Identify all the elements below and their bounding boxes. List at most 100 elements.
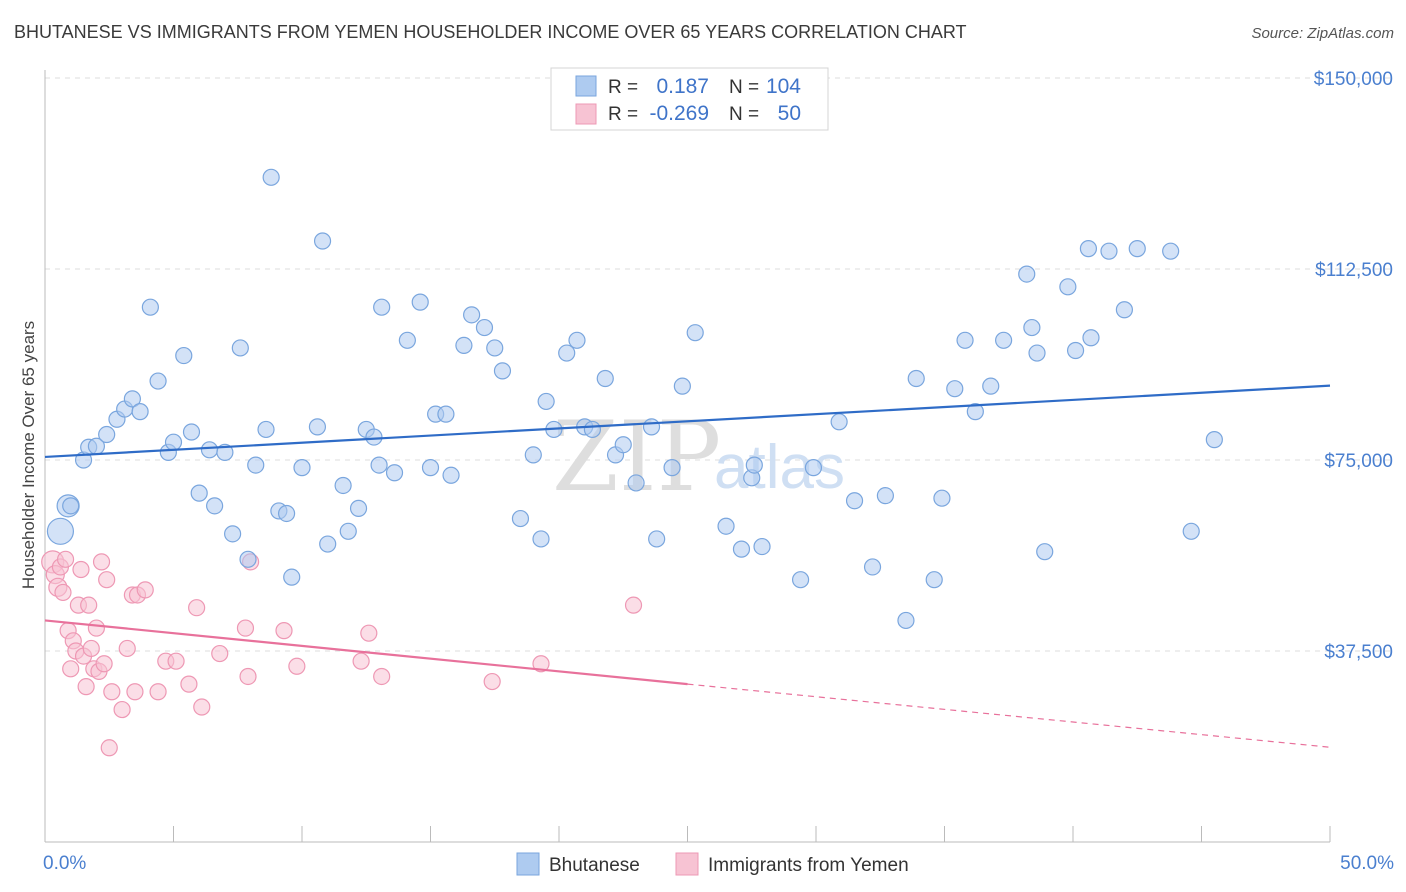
legend-swatch-bhutanese	[575, 75, 597, 97]
bhutanese-point-98	[1082, 329, 1100, 347]
yemen-point-42	[352, 652, 370, 670]
bhutanese-point-15	[175, 346, 193, 365]
yemen-point-17	[87, 619, 106, 637]
bhutanese-point-21	[224, 525, 242, 543]
bhutanese-point-6	[98, 425, 116, 444]
yemen-point-27	[126, 683, 144, 701]
yemen-point-43	[360, 624, 378, 642]
yemen-point-36	[211, 644, 229, 663]
yemen-point-40	[275, 622, 293, 640]
bhutanese-point-9	[123, 390, 141, 408]
bhutanese-point-96	[1066, 341, 1085, 360]
yemen-point-21	[98, 571, 116, 589]
yemen-point-4	[54, 583, 72, 602]
yemen-point-22	[100, 739, 118, 757]
yemen-point-25	[118, 639, 136, 658]
bhutanese-point-26	[262, 168, 280, 186]
bhutanese-point-12	[149, 372, 167, 390]
x-tick-label-min: 0.0%	[43, 853, 86, 874]
bhutanese-point-24	[247, 456, 265, 474]
trend-line-yemen	[44, 619, 688, 686]
legend-r-value-1: 0.187	[656, 75, 709, 98]
bhutanese-point-46	[437, 405, 455, 423]
y-tick-label-0: $37,500	[1324, 642, 1393, 663]
yemen-point-15	[82, 639, 100, 658]
yemen-point-13	[77, 678, 95, 696]
bhutanese-point-90	[995, 331, 1013, 349]
series-immigrants-from-yemen-points	[41, 550, 643, 757]
legend-r-label-1: R =	[608, 77, 638, 98]
bhutanese-point-82	[897, 611, 915, 630]
yemen-point-44	[373, 667, 391, 686]
bhutanese-point-70	[686, 324, 704, 342]
yemen-point-41	[288, 657, 306, 675]
series-bhutanese-points	[46, 168, 1223, 630]
bhutanese-point-31	[308, 418, 327, 436]
trend-line-bhutanese	[44, 384, 1331, 459]
bottom-legend-label-yemen: Immigrants from Yemen	[708, 855, 909, 876]
bhutanese-point-65	[627, 474, 645, 492]
bhutanese-point-69	[673, 377, 691, 395]
yemen-point-35	[193, 698, 211, 716]
legend-r-value-2: -0.269	[649, 102, 709, 125]
y-tick-label-3: $150,000	[1314, 69, 1393, 90]
bhutanese-point-78	[830, 413, 848, 431]
bhutanese-point-66	[642, 418, 661, 436]
bhutanese-point-22	[231, 339, 249, 357]
bhutanese-point-50	[475, 318, 494, 337]
bhutanese-point-86	[946, 380, 964, 398]
yemen-point-19	[92, 553, 111, 571]
legend-n-value-1: 104	[766, 75, 801, 98]
bhutanese-point-79	[845, 492, 864, 510]
bhutanese-point-99	[1100, 242, 1118, 260]
bhutanese-point-25	[257, 420, 275, 439]
x-tick-label-max: 50.0%	[1340, 853, 1394, 874]
yemen-point-23	[103, 683, 121, 701]
bhutanese-point-80	[863, 558, 882, 576]
bhutanese-point-36	[349, 499, 368, 517]
legend-n-label-1: N =	[729, 77, 759, 98]
bhutanese-point-38	[365, 428, 383, 446]
bhutanese-point-101	[1128, 240, 1146, 258]
bhutanese-point-16	[182, 423, 201, 441]
yemen-point-29	[136, 581, 154, 599]
bhutanese-point-102	[1162, 242, 1180, 260]
bhutanese-point-20	[216, 443, 234, 461]
bhutanese-point-44	[421, 459, 440, 477]
yemen-point-11	[72, 560, 90, 579]
bhutanese-point-28	[277, 504, 296, 523]
yemen-point-33	[180, 675, 198, 693]
bhutanese-point-42	[398, 331, 416, 349]
bhutanese-point-92	[1023, 318, 1041, 337]
legend-box	[550, 67, 829, 131]
bhutanese-point-74	[745, 456, 763, 474]
bhutanese-point-103	[1182, 522, 1200, 540]
bhutanese-point-97	[1079, 240, 1098, 258]
bhutanese-point-68	[663, 459, 681, 477]
bhutanese-point-49	[463, 306, 481, 324]
bhutanese-point-47	[442, 466, 460, 484]
bottom-legend-swatch-bhutanese	[516, 852, 540, 876]
bhutanese-point-72	[732, 540, 751, 558]
bhutanese-point-94	[1036, 543, 1054, 561]
series-legend: Bhutanese Immigrants from Yemen	[516, 852, 909, 876]
chart-title: BHUTANESE VS IMMIGRANTS FROM YEMEN HOUSE…	[14, 22, 967, 42]
bhutanese-point-19	[206, 497, 224, 515]
bhutanese-point-51	[486, 339, 504, 357]
bhutanese-point-67	[648, 530, 666, 548]
bhutanese-point-55	[532, 530, 550, 548]
yemen-point-38	[239, 667, 257, 686]
y-tick-label-2: $112,500	[1315, 260, 1393, 281]
trend-line-yemen-extension	[687, 683, 1331, 748]
bhutanese-point-2	[62, 497, 80, 515]
bottom-legend-label-bhutanese: Bhutanese	[549, 855, 640, 876]
bhutanese-point-40	[373, 298, 391, 316]
bhutanese-point-34	[334, 476, 352, 495]
bhutanese-point-71	[717, 517, 735, 535]
bhutanese-point-18	[200, 441, 219, 459]
bhutanese-point-58	[558, 344, 576, 362]
yemen-point-45	[483, 672, 501, 691]
bhutanese-point-91	[1018, 265, 1036, 283]
correlation-legend: R = 0.187 N = 104 R = -0.269 N = 50	[550, 67, 829, 131]
bhutanese-point-88	[966, 403, 984, 421]
